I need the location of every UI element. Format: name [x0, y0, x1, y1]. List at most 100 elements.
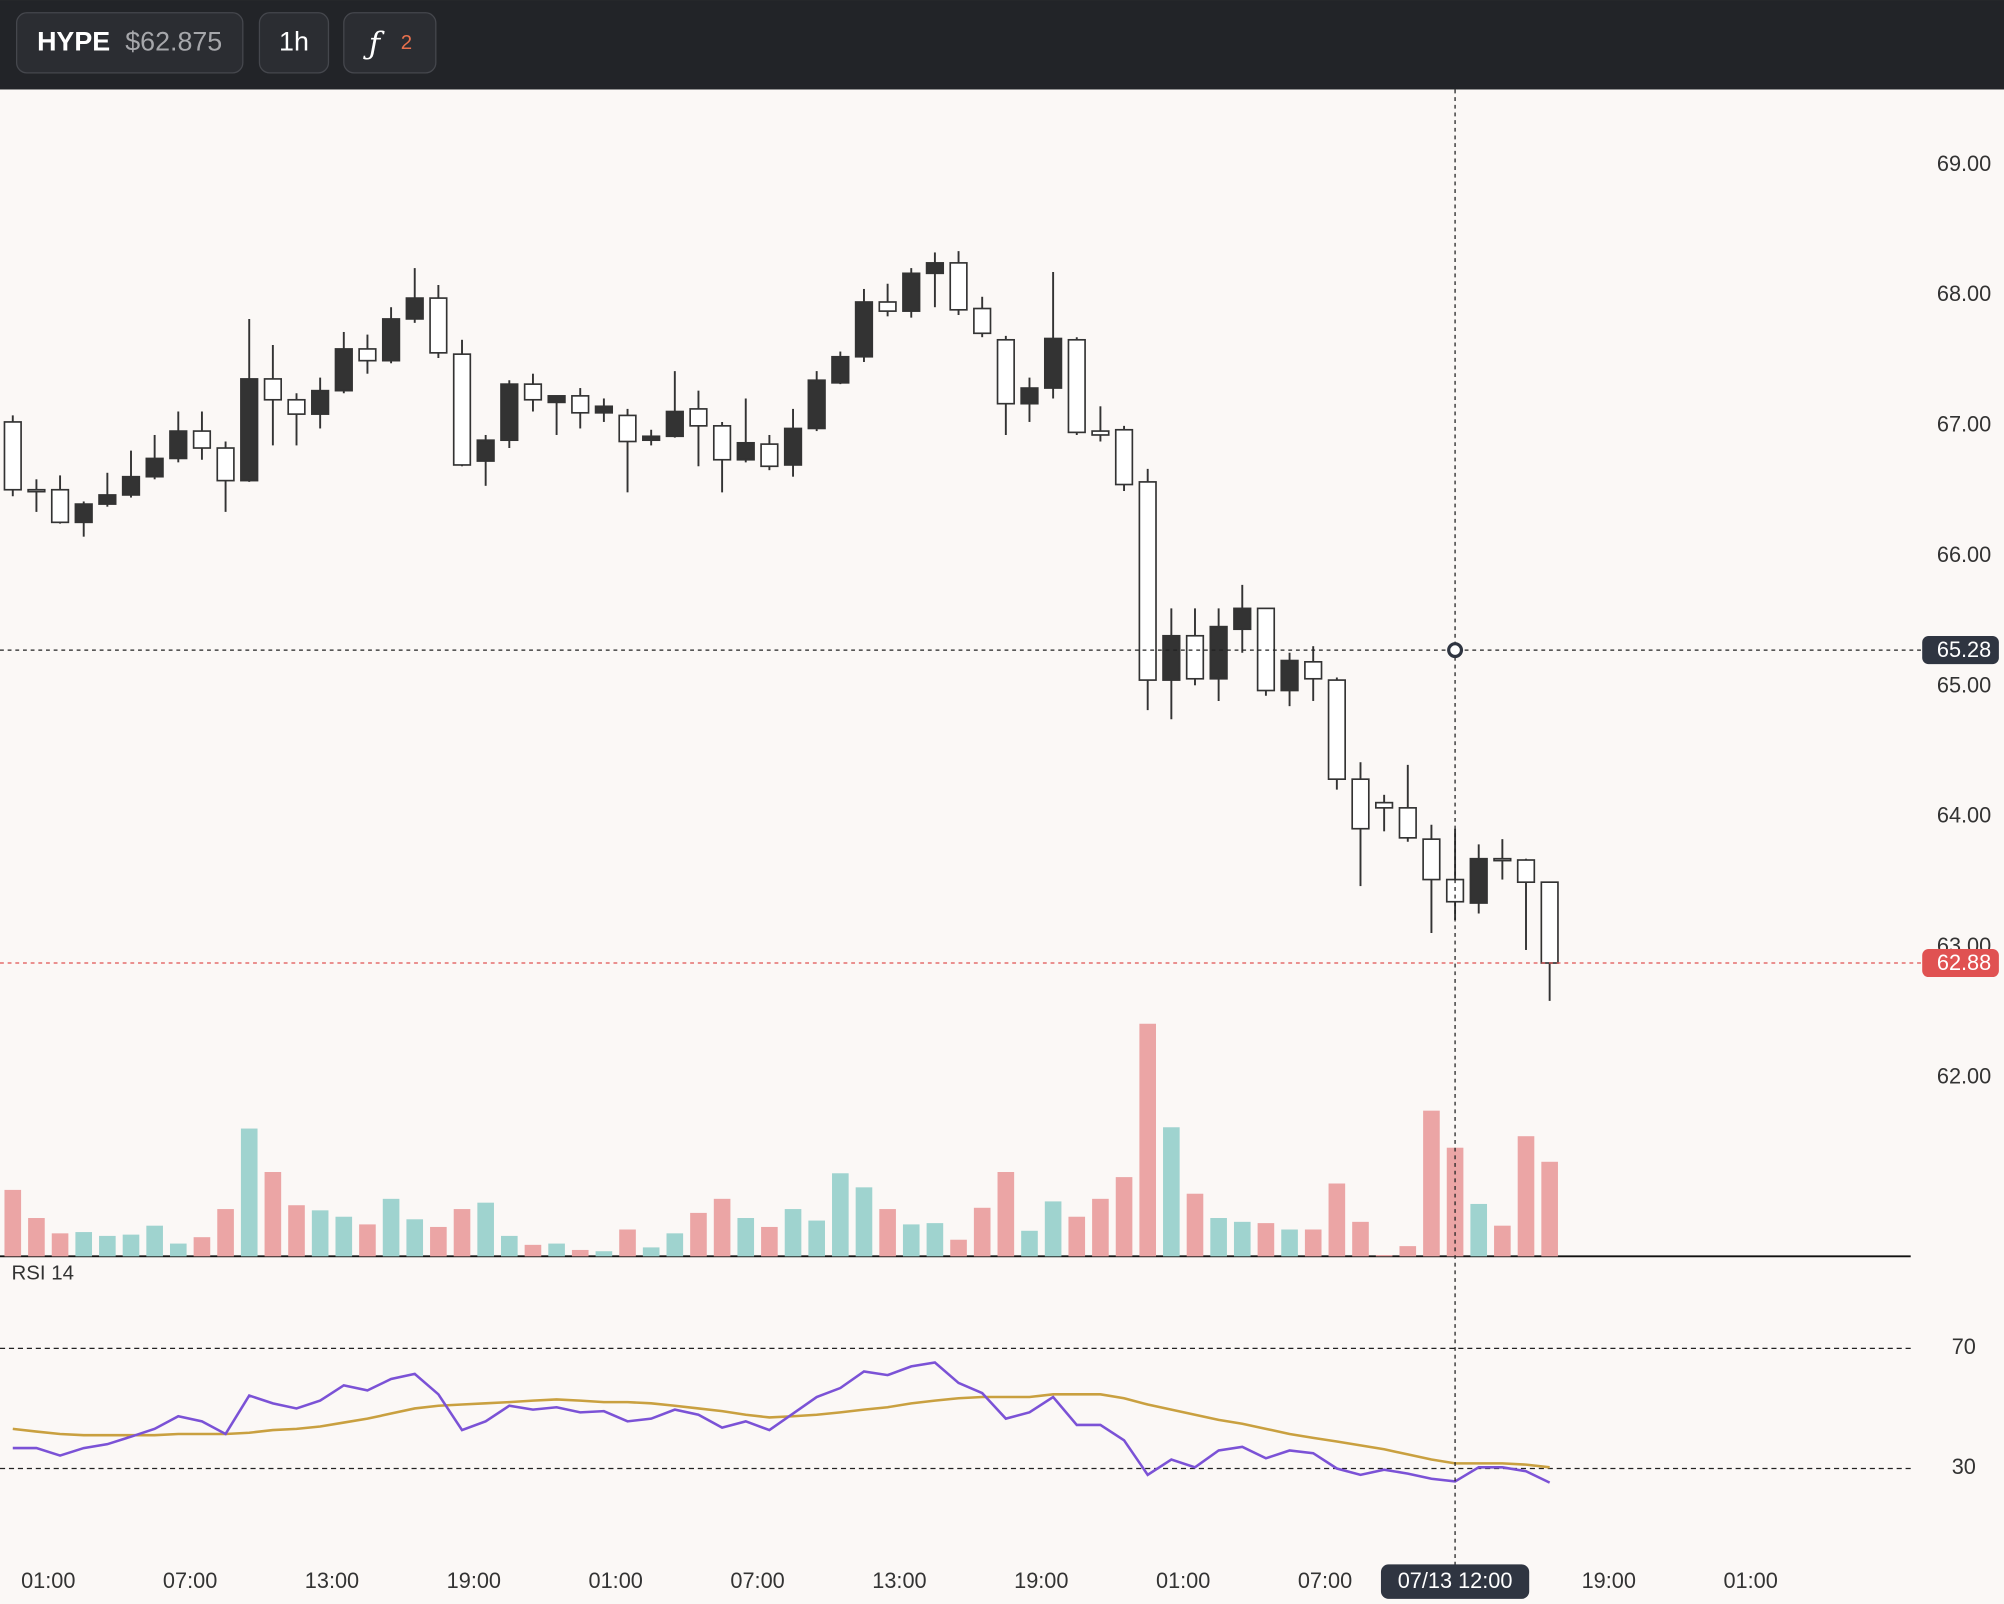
volume-bar [879, 1209, 896, 1257]
candle-body [263, 378, 283, 401]
candle-body [854, 301, 874, 358]
candle-body [1469, 857, 1488, 904]
x-tick-label: 19:00 [447, 1568, 501, 1593]
volume-bar [1210, 1218, 1227, 1257]
rsi-tick-label: 70 [1952, 1334, 1976, 1359]
x-tick-label: 19:00 [1014, 1568, 1068, 1593]
candle-body [1493, 857, 1512, 862]
volume-bar [1257, 1223, 1275, 1257]
volume-bar [1281, 1229, 1298, 1257]
y-tick-label: 62.00 [1937, 1063, 1991, 1088]
volume-bar [264, 1171, 282, 1257]
volume-bar [1163, 1127, 1180, 1257]
candle-body [1327, 679, 1346, 781]
candle-body [1280, 659, 1299, 692]
volume-bar [1375, 1255, 1393, 1257]
candle-body [27, 488, 46, 493]
candle-body [665, 410, 684, 438]
interval: 1h [279, 27, 309, 57]
symbol-button[interactable] [15, 12, 244, 74]
toolbar [0, 0, 2004, 90]
volume-bar [1328, 1183, 1346, 1257]
volume-bar [1399, 1246, 1417, 1257]
candle-body [1020, 387, 1039, 405]
interval-button[interactable] [258, 12, 330, 74]
rsi-tick-label: 30 [1952, 1454, 1976, 1479]
volume-bar [288, 1205, 305, 1257]
volume-bar [453, 1209, 471, 1257]
volume-bar [359, 1224, 376, 1257]
candle-body [1233, 607, 1252, 631]
candle-body [973, 307, 992, 335]
x-tick-label: 07:00 [730, 1568, 784, 1593]
volume-bar [430, 1226, 447, 1257]
symbol: HYPE [37, 27, 110, 57]
candle-body [878, 301, 897, 312]
candle-body [334, 348, 353, 392]
volume-bar [902, 1224, 920, 1257]
candle-body [311, 389, 330, 415]
volume-bar [1186, 1193, 1204, 1257]
y-tick-label: 64.00 [1937, 803, 1991, 828]
candle-body [216, 447, 235, 482]
candle-body [1540, 881, 1559, 964]
volume-bar [997, 1171, 1015, 1257]
candle-body [523, 383, 543, 401]
volume-bar [1352, 1221, 1369, 1257]
volume-bar [311, 1210, 329, 1257]
candle-body [121, 475, 141, 496]
crosshair-time-label: 07/13 12:00 [1398, 1568, 1513, 1593]
candle-body [925, 262, 945, 275]
candle-body [1114, 428, 1134, 486]
x-tick-label: 13:00 [872, 1568, 926, 1593]
candle-body [74, 503, 93, 524]
candle-body [996, 338, 1015, 405]
indicators-button[interactable] [343, 12, 437, 74]
volume-bar [571, 1249, 589, 1257]
volume-bar [761, 1226, 778, 1257]
volume-bar [1304, 1229, 1322, 1257]
volume-bar [1494, 1225, 1511, 1257]
volume-bar [1092, 1198, 1109, 1257]
candle-body [50, 488, 70, 524]
indicator-icon: ƒ [363, 27, 385, 62]
volume-bar [4, 1189, 22, 1257]
candle-body [618, 414, 637, 443]
volume-bar [217, 1209, 234, 1257]
volume-bar [642, 1247, 660, 1257]
symbol-price: $62.875 [125, 27, 222, 57]
candle-body [240, 378, 259, 482]
candle-body [1091, 430, 1110, 436]
candle-body [594, 405, 614, 414]
rsi-line [12, 1361, 1551, 1484]
candle-body [287, 398, 306, 415]
volume-bar [122, 1234, 140, 1257]
volume-bar [619, 1229, 636, 1257]
y-tick-label: 67.00 [1937, 412, 1991, 437]
candle-body [831, 355, 850, 384]
candle-body [358, 348, 377, 362]
volume-bar [666, 1233, 684, 1257]
candle-body [1209, 625, 1228, 680]
candle-body [1304, 661, 1323, 680]
volume-bar [335, 1216, 353, 1257]
volume-bar [169, 1243, 187, 1257]
candle-body [192, 430, 212, 449]
volume-bar [950, 1239, 967, 1257]
rsi-title: RSI 14 [12, 1262, 74, 1285]
candle-body [689, 408, 708, 427]
candle-body [452, 353, 472, 466]
volume-bar [690, 1212, 707, 1257]
y-tick-label: 69.00 [1937, 151, 1991, 176]
candle-body [949, 262, 968, 311]
candle-body [1138, 481, 1157, 681]
last-price-tag [1922, 948, 1999, 978]
candle-body [1162, 634, 1181, 681]
volume-bar [524, 1244, 542, 1257]
y-tick-label: 68.00 [1937, 281, 1991, 306]
volume-bar [713, 1198, 731, 1257]
candle-body [571, 395, 590, 414]
volume-bar [1541, 1161, 1558, 1257]
last-price-label: 62.88 [1937, 950, 1991, 975]
